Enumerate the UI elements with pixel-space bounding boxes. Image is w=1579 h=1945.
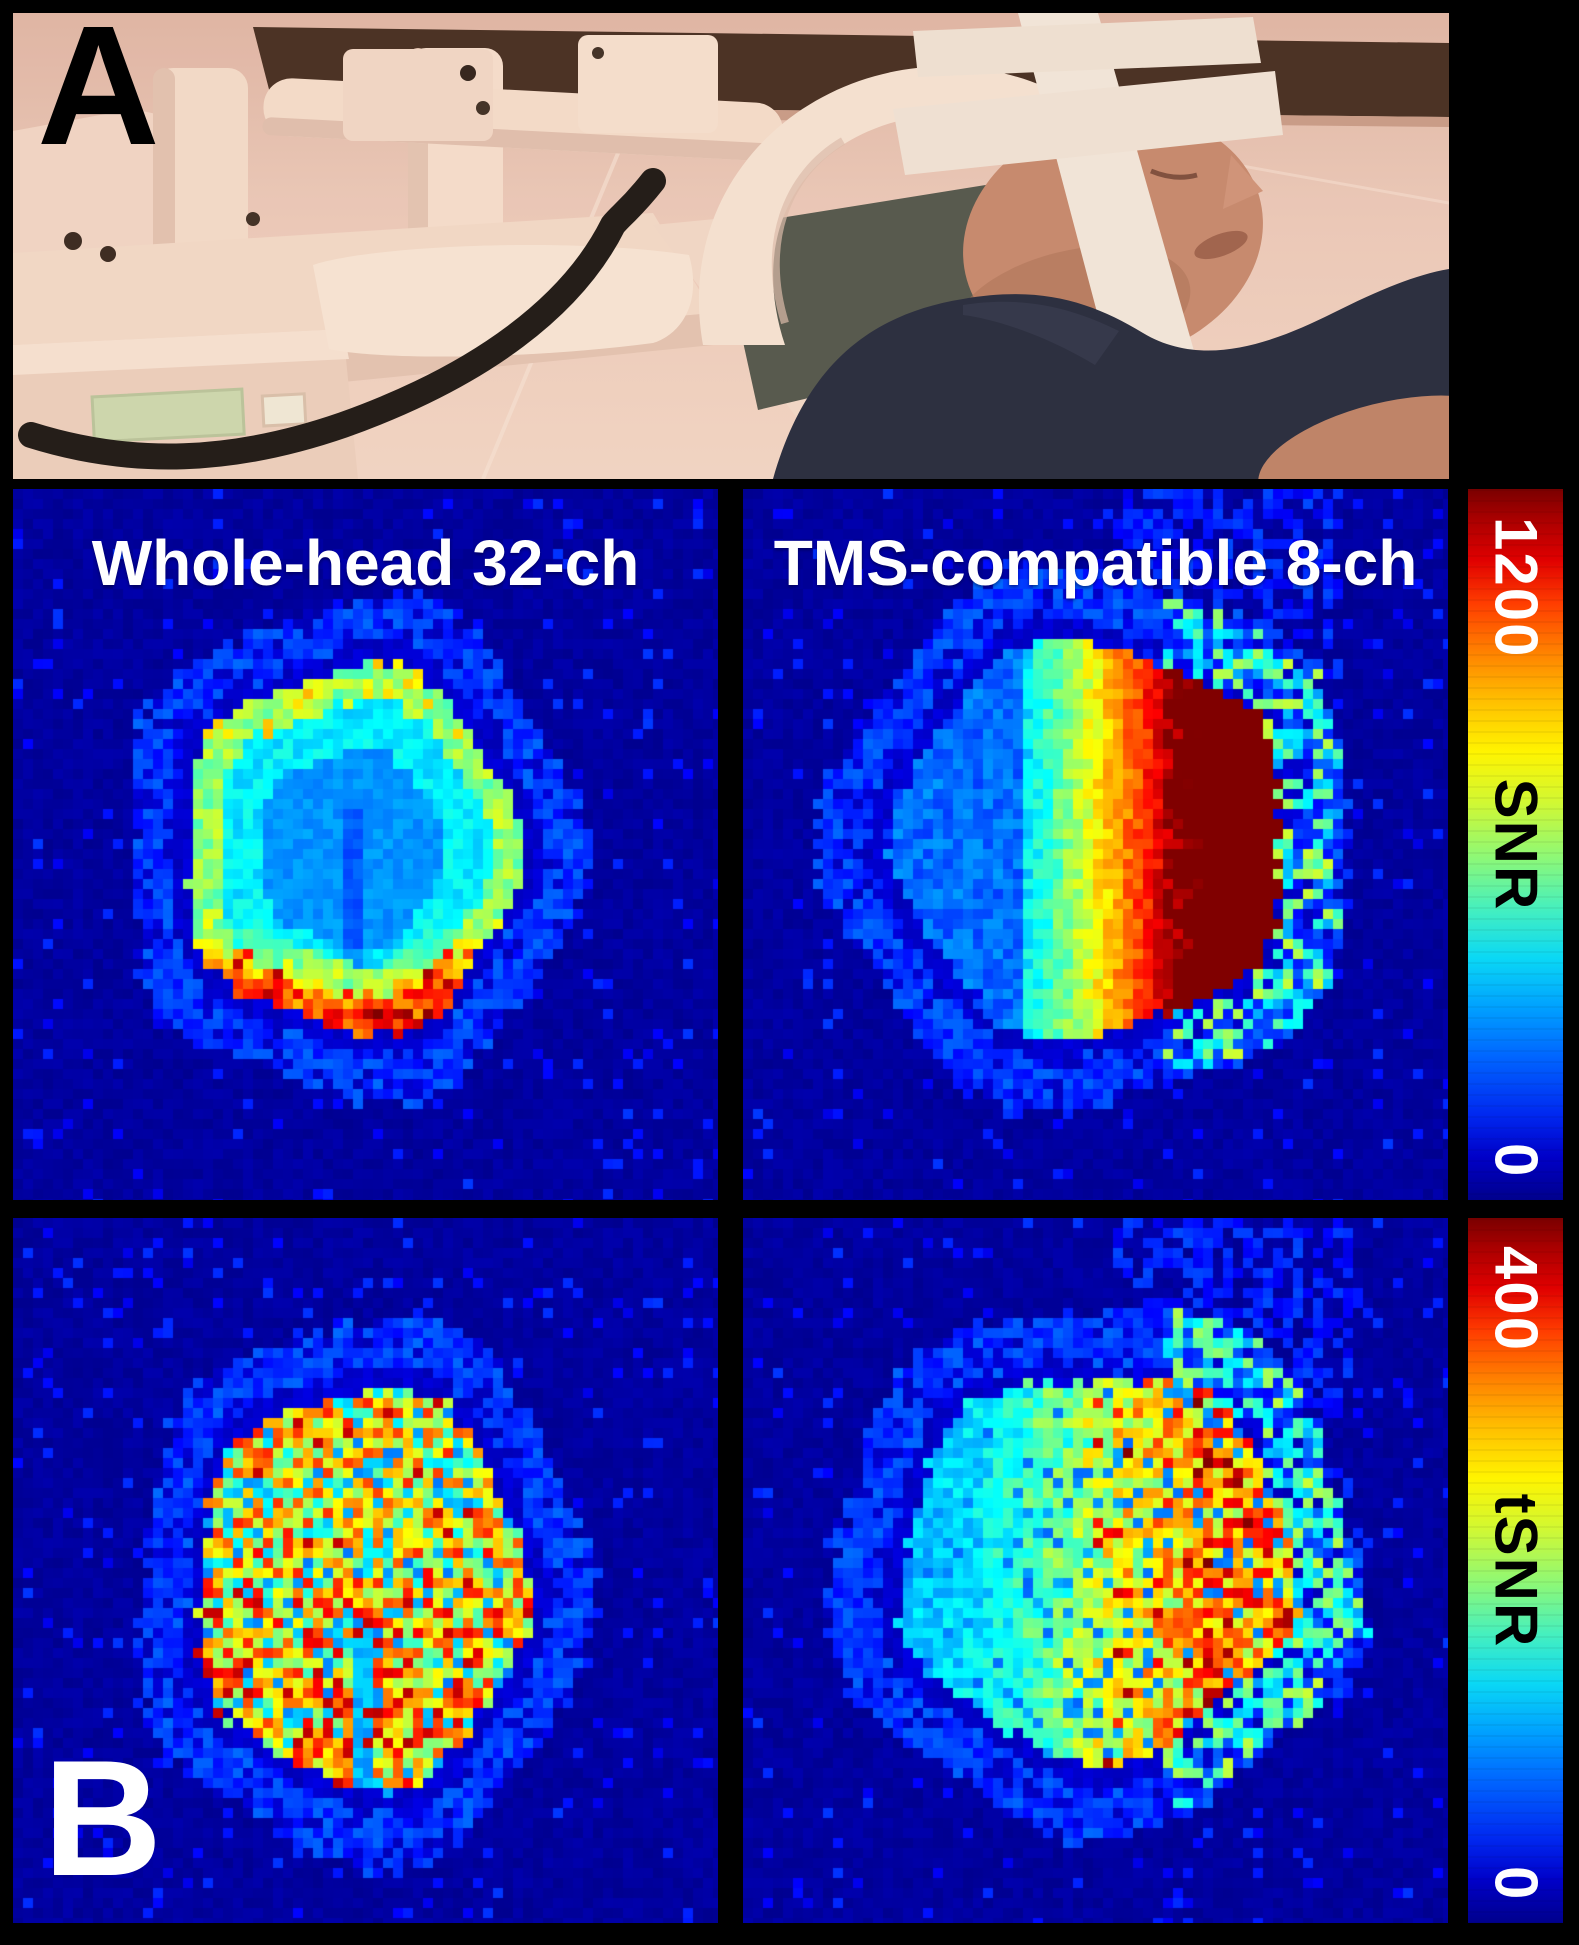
- arm-joint-box: [578, 35, 718, 133]
- tsnr-colorbar: 400 tSNR 0: [1468, 1218, 1563, 1923]
- snr-colorbar-max-label: 1200: [1482, 517, 1550, 659]
- tsnr-map-whole-head: B: [13, 1218, 718, 1923]
- subject-torso-shirt: [773, 269, 1449, 479]
- tsnr-colorbar-axis-label: tSNR: [1482, 1493, 1550, 1648]
- snr-map-whole-head-canvas: [13, 489, 718, 1200]
- snr-colorbar-min-label: 0: [1482, 1142, 1550, 1178]
- closed-eye: [1150, 168, 1198, 180]
- shoulder-highlight: [963, 301, 1119, 365]
- cylinder-shade: [153, 68, 175, 273]
- arm-bolt: [460, 65, 476, 81]
- snr-map-tms-8ch-canvas: [743, 489, 1448, 1200]
- tsnr-map-tms-8ch: [743, 1218, 1448, 1923]
- table-knob: [246, 212, 260, 226]
- console-top-face: [13, 329, 349, 375]
- tsnr-map-tms-8ch-canvas: [743, 1218, 1448, 1923]
- panel-b-label: B: [43, 1726, 163, 1910]
- column-title-tms-8ch: TMS-compatible 8-ch: [773, 527, 1418, 599]
- table-knob: [100, 246, 116, 262]
- nose: [1223, 155, 1263, 209]
- panel-a-photo: A: [13, 13, 1449, 479]
- snr-map-tms-8ch: TMS-compatible 8-ch: [743, 489, 1448, 1200]
- snr-colorbar-axis-label: SNR: [1482, 778, 1550, 911]
- equipment-cylinder: [153, 68, 248, 273]
- equipment-back-slab: [13, 109, 198, 285]
- snr-colorbar: 1200 SNR 0: [1468, 489, 1563, 1200]
- restraint-strap-brow: [893, 71, 1283, 175]
- arm-bolt: [476, 101, 490, 115]
- tsnr-colorbar-min-label: 0: [1482, 1865, 1550, 1901]
- setup-photo-illustration: [13, 13, 1449, 479]
- arm-bolt: [592, 47, 604, 59]
- ambient-tint: [13, 13, 1449, 479]
- lips: [1194, 230, 1248, 260]
- table-knob: [64, 232, 82, 250]
- tsnr-colorbar-max-label: 400: [1482, 1246, 1550, 1353]
- snr-map-whole-head: Whole-head 32-ch: [13, 489, 718, 1200]
- arm-joint-box: [343, 49, 493, 141]
- console-display: [90, 387, 308, 444]
- tms-coil-cable: [18, 168, 666, 470]
- panel-a-label: A: [37, 13, 160, 181]
- restraint-strap-crown: [913, 17, 1261, 77]
- subject-forearm: [1258, 395, 1449, 479]
- tsnr-map-whole-head-canvas: [13, 1218, 718, 1923]
- helmet-shade: [771, 137, 846, 325]
- column-title-whole-head: Whole-head 32-ch: [91, 527, 640, 599]
